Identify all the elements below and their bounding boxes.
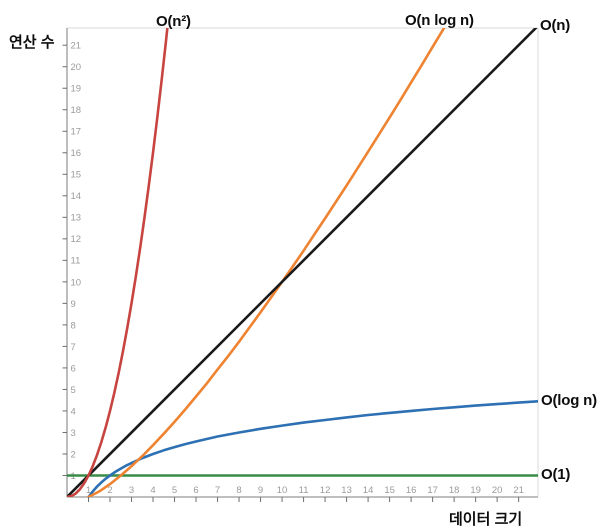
y-tick-label: 11 [71, 256, 81, 267]
x-tick-label: 11 [299, 485, 309, 496]
y-axis-title: 연산 수 [9, 34, 55, 51]
y-tick-label: 13 [71, 213, 82, 224]
x-tick-label: 4 [150, 485, 155, 496]
x-tick-label: 12 [320, 485, 331, 496]
y-tick-label: 21 [71, 41, 82, 52]
x-tick-label: 20 [492, 485, 503, 496]
x-tick-label: 7 [215, 485, 220, 496]
curve-label-constant: O(1) [541, 466, 571, 483]
curve-path-3 [67, 28, 538, 497]
y-tick-label: 7 [71, 342, 76, 353]
x-tick-label: 2 [107, 485, 112, 496]
y-tick-label: 5 [71, 385, 76, 396]
curve-label-log-n: O(log n) [541, 392, 597, 409]
x-tick-label: 8 [236, 485, 241, 496]
y-tick-label: 19 [71, 84, 82, 95]
x-tick-label: 9 [258, 485, 263, 496]
y-tick-label: 8 [71, 320, 76, 331]
y-tick-label: 15 [71, 170, 82, 181]
x-tick-label: 10 [277, 485, 288, 496]
x-tick-label: 17 [427, 485, 438, 496]
y-tick-label: 4 [71, 406, 76, 417]
y-tick-label: 6 [71, 363, 76, 374]
y-tick-label: 3 [71, 428, 76, 439]
y-tick-label: 10 [71, 277, 82, 288]
curve-path-1 [87, 400, 538, 497]
y-tick-label: 2 [71, 449, 76, 460]
x-tick-label: 1 [86, 485, 91, 496]
y-tick-label: 17 [71, 127, 82, 138]
curve-label-n: O(n) [540, 17, 571, 34]
y-tick-label: 14 [71, 191, 82, 202]
x-tick-label: 15 [384, 485, 395, 496]
curve-label-n-log-n: O(n log n) [405, 12, 474, 29]
x-tick-label: 13 [341, 485, 352, 496]
x-tick-label: 19 [470, 485, 481, 496]
x-tick-label: 5 [172, 485, 177, 496]
x-axis-title: 데이터 크기 [449, 511, 523, 528]
y-tick-label: 12 [71, 234, 82, 245]
x-tick-label: 3 [129, 485, 134, 496]
x-tick-label: 6 [193, 485, 198, 496]
y-tick-label: 9 [71, 299, 76, 310]
y-tick-label: 20 [71, 62, 82, 73]
x-tick-label: 16 [406, 485, 417, 496]
y-tick-label: 18 [71, 105, 82, 116]
y-tick-label: 16 [71, 148, 82, 159]
x-tick-label: 14 [363, 485, 374, 496]
x-tick-label: 18 [449, 485, 460, 496]
curve-path-4 [67, 28, 169, 497]
x-tick-label: 21 [513, 485, 524, 496]
curve-path-2 [87, 28, 446, 497]
curve-label-n-squared: O(n²) [156, 13, 191, 30]
